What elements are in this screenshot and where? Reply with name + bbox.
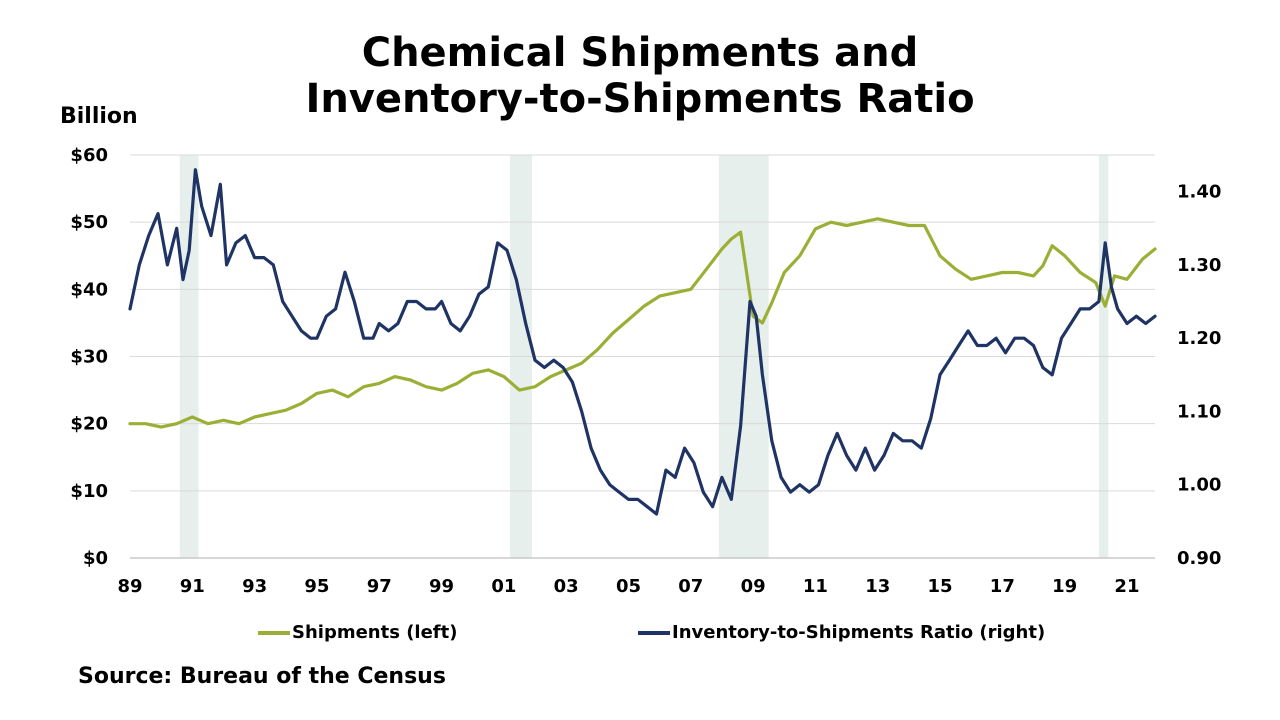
x-tick-label: 19 (1052, 576, 1077, 597)
chart-title-line-1: Chemical Shipments and (361, 30, 919, 76)
x-tick-label: 99 (429, 576, 454, 597)
right-tick-label: 1.10 (1177, 401, 1221, 422)
legend-swatch-ratio (638, 630, 670, 635)
legend-item-shipments: Shipments (left) (258, 622, 457, 643)
ratio-line (128, 168, 1157, 516)
x-tick-label: 97 (367, 576, 392, 597)
x-tick-label: 95 (304, 576, 329, 597)
x-tick-label: 01 (491, 576, 516, 597)
left-axis-unit-label: Billion (60, 104, 138, 129)
shipments-line (128, 217, 1157, 429)
x-tick-label: 11 (803, 576, 828, 597)
x-tick-label: 91 (180, 576, 205, 597)
x-tick-label: 13 (865, 576, 890, 597)
left-tick-label: $50 (70, 212, 108, 233)
chart-legend: Shipments (left) Inventory-to-Shipments … (0, 622, 1280, 652)
left-tick-label: $30 (70, 347, 108, 368)
source-note: Source: Bureau of the Census (78, 664, 446, 689)
x-tick-label: 03 (554, 576, 579, 597)
right-tick-label: 1.20 (1177, 328, 1221, 349)
x-tick-label: 21 (1114, 576, 1139, 597)
right-tick-label: 1.00 (1177, 475, 1221, 496)
legend-swatch-shipments (258, 630, 290, 635)
x-tick-label: 17 (990, 576, 1015, 597)
x-tick-label: 93 (242, 576, 267, 597)
left-tick-label: $20 (70, 414, 108, 435)
chart-title: Chemical Shipments and Inventory-to-Ship… (0, 30, 1280, 122)
right-tick-label: 0.90 (1177, 548, 1221, 569)
x-tick-label: 07 (678, 576, 703, 597)
left-tick-label: $60 (70, 145, 108, 166)
chart-title-line-2: Inventory-to-Shipments Ratio (305, 76, 975, 122)
x-tick-label: 89 (117, 576, 142, 597)
legend-label-shipments: Shipments (left) (292, 622, 458, 643)
x-tick-label: 09 (741, 576, 766, 597)
legend-item-ratio: Inventory-to-Shipments Ratio (right) (638, 622, 1045, 643)
left-tick-label: $0 (83, 548, 108, 569)
right-tick-label: 1.40 (1177, 182, 1221, 203)
x-tick-label: 05 (616, 576, 641, 597)
right-tick-label: 1.30 (1177, 255, 1221, 276)
left-tick-label: $10 (70, 481, 108, 502)
legend-label-ratio: Inventory-to-Shipments Ratio (right) (672, 622, 1046, 643)
x-tick-label: 15 (927, 576, 952, 597)
left-tick-label: $40 (70, 279, 108, 300)
